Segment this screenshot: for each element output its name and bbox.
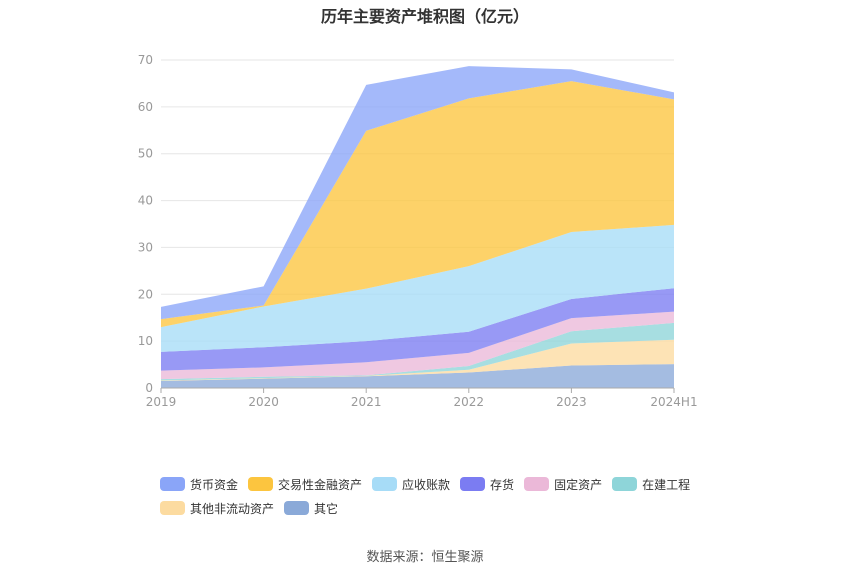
legend-item-7[interactable]: 其它 bbox=[284, 496, 338, 520]
x-tick-label-2023: 2023 bbox=[556, 395, 587, 409]
area-series-0[interactable] bbox=[161, 364, 674, 388]
legend-item-0[interactable]: 货币资金 bbox=[160, 472, 238, 496]
area-series-4[interactable] bbox=[161, 288, 674, 371]
x-tick-label-2019: 2019 bbox=[146, 395, 177, 409]
legend-label: 交易性金融资产 bbox=[278, 477, 363, 492]
chart-title: 历年主要资产堆积图（亿元） bbox=[320, 7, 529, 26]
legend-item-1[interactable]: 交易性金融资产 bbox=[248, 472, 362, 496]
y-tick-label: 20 bbox=[138, 287, 153, 301]
legend-swatch bbox=[460, 477, 486, 491]
area-series-6[interactable] bbox=[161, 81, 674, 328]
area-series-5[interactable] bbox=[161, 224, 674, 352]
legend-item-3[interactable]: 存货 bbox=[460, 472, 514, 496]
chart-legend: 货币资金 交易性金融资产 应收账款 存货 固定资产 在建工程其他非流动资产 其它 bbox=[160, 472, 720, 520]
legend-label: 存货 bbox=[490, 477, 515, 492]
legend-item-6[interactable]: 其他非流动资产 bbox=[160, 496, 274, 520]
legend-label: 应收账款 bbox=[402, 477, 451, 492]
y-tick-label: 70 bbox=[138, 53, 153, 67]
legend-label: 在建工程 bbox=[642, 477, 691, 492]
y-tick-label: 30 bbox=[138, 240, 153, 254]
area-series-2[interactable] bbox=[161, 322, 674, 381]
area-series-1[interactable] bbox=[161, 339, 674, 381]
legend-swatch bbox=[284, 501, 310, 515]
area-series-3[interactable] bbox=[161, 311, 674, 380]
y-tick-label: 50 bbox=[138, 147, 153, 161]
x-tick-label-2024H1: 2024H1 bbox=[650, 395, 697, 409]
x-tick-label-2022: 2022 bbox=[454, 395, 485, 409]
legend-swatch bbox=[612, 477, 638, 491]
y-tick-label: 10 bbox=[138, 334, 153, 348]
y-tick-label: 0 bbox=[145, 381, 153, 395]
area-series-7[interactable] bbox=[161, 66, 674, 320]
legend-swatch bbox=[160, 477, 185, 491]
legend-swatch bbox=[524, 477, 550, 491]
legend-item-2[interactable]: 应收账款 bbox=[372, 472, 450, 496]
data-source-note: 数据来源：恒生聚源 bbox=[366, 550, 484, 565]
legend-swatch bbox=[372, 477, 398, 491]
legend-item-5[interactable]: 在建工程 bbox=[612, 472, 690, 496]
legend-swatch bbox=[160, 501, 185, 515]
x-tick-label-2021: 2021 bbox=[351, 395, 382, 409]
legend-label: 固定资产 bbox=[554, 477, 603, 492]
legend-label: 其它 bbox=[314, 501, 339, 516]
legend-label: 其他非流动资产 bbox=[190, 501, 275, 516]
y-tick-label: 60 bbox=[138, 100, 153, 114]
legend-label: 货币资金 bbox=[190, 477, 239, 492]
y-tick-label: 40 bbox=[138, 194, 153, 208]
x-tick-label-2020: 2020 bbox=[248, 395, 279, 409]
legend-swatch bbox=[248, 477, 274, 491]
legend-item-4[interactable]: 固定资产 bbox=[524, 472, 602, 496]
